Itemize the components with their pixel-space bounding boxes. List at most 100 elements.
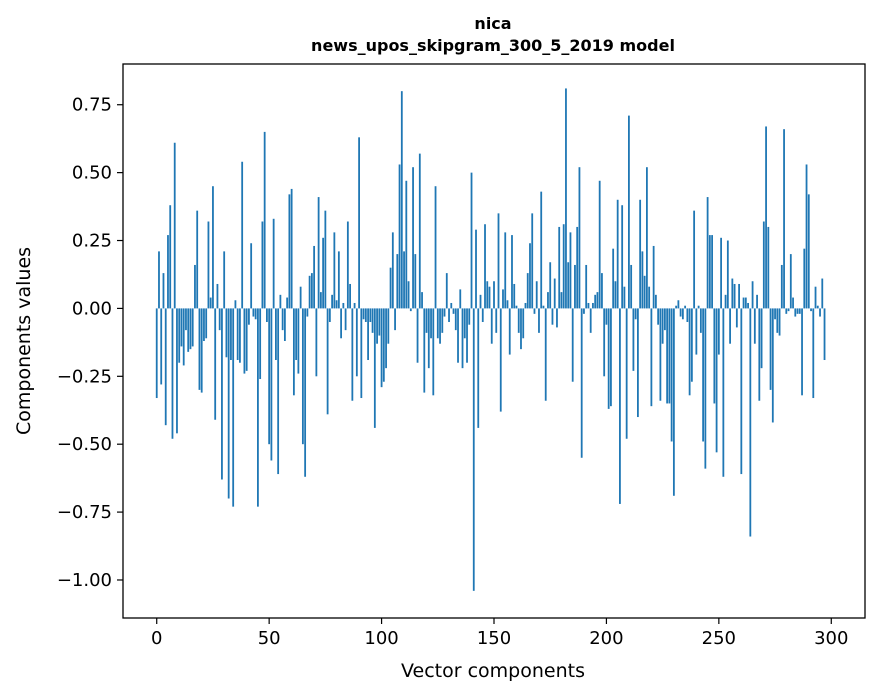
bar-31 (225, 308, 228, 358)
bar-60 (290, 188, 293, 309)
bar-134 (457, 308, 459, 363)
bar-154 (502, 289, 504, 309)
bar-44 (254, 308, 257, 320)
y-tick-label: −0.75 (57, 502, 112, 523)
bar-277 (778, 308, 781, 336)
bar-101 (382, 308, 385, 382)
bar-40 (245, 308, 248, 371)
bar-155 (504, 232, 507, 309)
bar-28 (218, 308, 221, 331)
bar-147 (486, 281, 489, 309)
bar-80 (335, 300, 338, 309)
bar-99 (378, 308, 381, 336)
bar-210 (628, 115, 630, 309)
bar-191 (585, 264, 588, 309)
bar-88 (353, 302, 356, 309)
x-tick-label: 300 (814, 628, 848, 649)
bar-52 (272, 218, 275, 309)
bar-246 (708, 235, 711, 309)
bar-42 (250, 243, 253, 309)
bar-0 (155, 308, 158, 399)
x-tick-label: 250 (702, 628, 736, 649)
bar-188 (578, 167, 581, 309)
bar-30 (223, 251, 226, 309)
bar-130 (448, 308, 450, 322)
bar-106 (394, 308, 396, 331)
bar-261 (742, 297, 745, 309)
bar-5 (167, 235, 169, 309)
bar-49 (266, 308, 268, 322)
bar-115 (414, 254, 417, 309)
bar-111 (405, 180, 408, 309)
bar-178 (556, 308, 558, 328)
bar-135 (459, 289, 462, 309)
bar-23 (207, 221, 210, 309)
bar-38 (241, 161, 244, 309)
bar-202 (610, 308, 612, 407)
bar-11 (180, 308, 183, 347)
bar-235 (684, 305, 687, 309)
bar-47 (261, 221, 264, 309)
bar-143 (477, 308, 480, 428)
bar-227 (666, 308, 669, 404)
bar-12 (182, 308, 185, 366)
chart-title-line1: nica (474, 14, 511, 33)
bar-125 (436, 308, 439, 339)
x-tick-label: 150 (477, 628, 511, 649)
bar-17 (194, 264, 196, 309)
bar-142 (475, 229, 477, 309)
bar-276 (776, 308, 779, 333)
bar-93 (364, 308, 367, 322)
x-tick-label: 200 (589, 628, 623, 649)
bar-105 (391, 232, 394, 309)
bar-45 (257, 308, 259, 507)
bar-166 (529, 243, 531, 309)
bar-200 (605, 308, 608, 325)
bar-219 (648, 286, 651, 309)
bar-175 (549, 262, 552, 309)
bar-213 (634, 308, 637, 320)
bar-232 (677, 300, 680, 309)
bar-192 (587, 302, 590, 309)
bar-75 (324, 210, 327, 309)
bar-82 (340, 308, 342, 339)
bar-140 (470, 172, 473, 309)
bar-119 (423, 308, 426, 393)
bar-233 (679, 308, 682, 317)
bar-56 (281, 308, 284, 331)
bar-21 (203, 308, 205, 341)
bar-290 (807, 194, 810, 309)
bar-162 (520, 308, 522, 350)
bar-253 (724, 294, 727, 309)
bar-107 (396, 254, 399, 309)
bar-37 (239, 308, 241, 363)
bar-103 (387, 308, 390, 344)
bar-204 (614, 281, 617, 309)
bar-16 (191, 308, 194, 347)
bar-4 (164, 308, 167, 426)
bar-284 (794, 308, 797, 317)
bar-53 (275, 308, 277, 361)
bar-33 (230, 308, 232, 361)
bar-211 (630, 264, 633, 309)
bar-238 (690, 308, 693, 382)
bar-59 (288, 194, 291, 309)
bar-148 (488, 286, 491, 309)
bar-157 (508, 308, 511, 355)
bar-50 (268, 308, 271, 445)
bar-24 (209, 297, 212, 309)
bar-199 (603, 308, 606, 377)
bar-295 (819, 308, 821, 317)
bar-68 (308, 275, 311, 309)
bar-41 (248, 308, 250, 325)
bar-7 (171, 308, 174, 439)
bar-241 (697, 305, 700, 309)
bar-14 (187, 308, 190, 352)
bar-79 (333, 232, 336, 309)
bar-274 (771, 308, 774, 423)
y-tick-label: 0.00 (72, 298, 112, 319)
bar-65 (301, 308, 304, 445)
y-tick-label: −0.25 (57, 366, 112, 387)
bar-174 (547, 292, 549, 309)
